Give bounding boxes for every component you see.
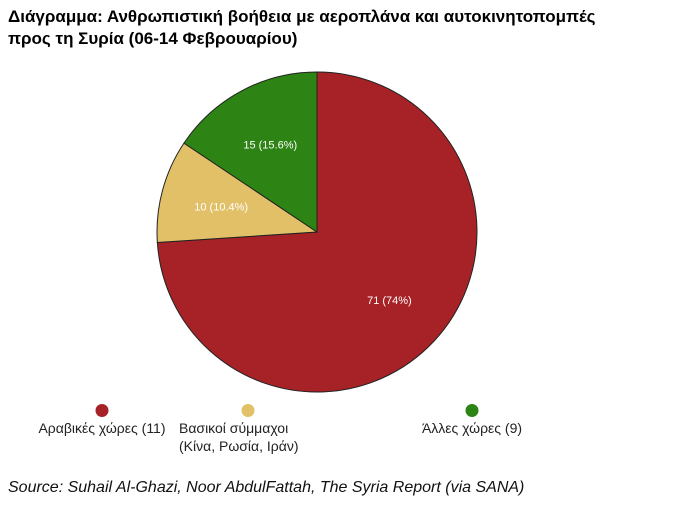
legend-label-3: Άλλες χώρες (9) [421, 420, 523, 436]
chart-title-line-2: προς τη Συρία (06-14 Φεβρουαρίου) [8, 29, 298, 48]
pie-slice-label-2: 10 (10.4%) [194, 201, 248, 213]
pie-slice-2 [156, 142, 319, 243]
legend-label-1: Αραβικές χώρες (11) [38, 420, 166, 436]
legend-label-2: Βασικοί σύμμαχοι (Κίνα, Ρωσία, Ιράν) [179, 420, 299, 454]
chart-title-line-1: Διάγραμμα: Ανθρωπιστική βοήθεια με αεροπ… [8, 7, 596, 26]
pie-slice-3 [183, 71, 318, 233]
legend-swatch-3 [465, 404, 479, 417]
legend-swatch-1 [95, 404, 109, 417]
pie-chart: 71 (74%) 10 (10.4%) 15 (15.6%) [156, 71, 478, 393]
chart-title: Διάγραμμα: Ανθρωπιστική βοήθεια με αεροπ… [8, 6, 680, 50]
pie-slice-label-1: 71 (74%) [367, 295, 412, 307]
source-note: Source: Suhail Al-Ghazi, Noor AbdulFatta… [8, 479, 525, 496]
legend-item-3: Άλλες χώρες (9) [392, 404, 552, 437]
legend-swatch-2 [241, 404, 255, 417]
chart-legend: Αραβικές χώρες (11) Βασικοί σύμμαχοι (Κίν… [0, 404, 684, 464]
pie-slice-label-3: 15 (15.6%) [243, 140, 297, 152]
legend-item-1: Αραβικές χώρες (11) [17, 404, 187, 437]
legend-item-2: Βασικοί σύμμαχοι (Κίνα, Ρωσία, Ιράν) [173, 404, 323, 455]
